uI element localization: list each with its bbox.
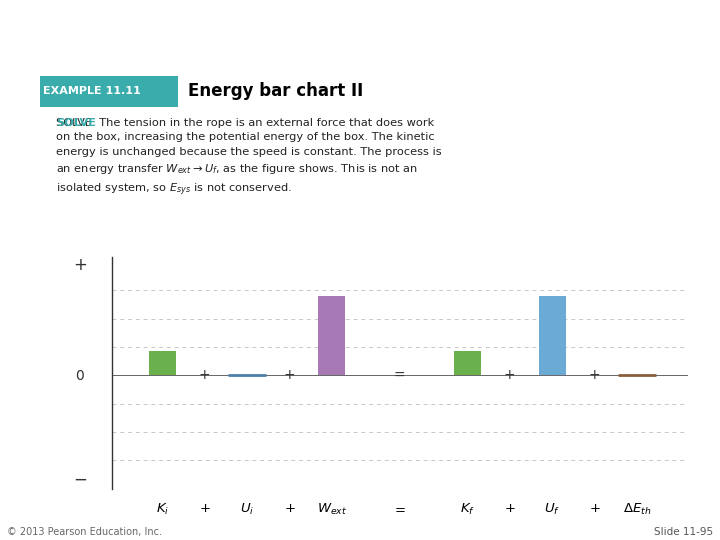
Text: EXAMPLE 11.11: EXAMPLE 11.11 [43, 86, 140, 97]
Text: $K_f$: $K_f$ [460, 502, 475, 517]
Bar [454, 350, 481, 375]
Text: $U_f$: $U_f$ [544, 502, 560, 517]
Bar [318, 296, 346, 375]
Text: SOLVE: SOLVE [56, 118, 96, 128]
Text: $+$: $+$ [504, 502, 516, 515]
Bar [40, 76, 178, 107]
Text: +: + [199, 368, 210, 382]
Bar [149, 350, 176, 375]
Text: $K_i$: $K_i$ [156, 502, 169, 517]
Bar [539, 296, 566, 375]
Text: +: + [504, 368, 516, 382]
Text: Slide 11-95: Slide 11-95 [654, 527, 713, 537]
Text: $+$: $+$ [589, 502, 600, 515]
Text: SOLVE  The tension in the rope is an external force that does work
on the box, i: SOLVE The tension in the rope is an exte… [56, 118, 441, 198]
Text: =: = [394, 368, 405, 382]
Text: $U_i$: $U_i$ [240, 502, 254, 517]
Text: +: + [589, 368, 600, 382]
Text: $W_{ext}$: $W_{ext}$ [317, 502, 347, 517]
Text: $+$: $+$ [199, 502, 210, 515]
Text: $+$: $+$ [284, 502, 295, 515]
Text: Energy bar chart II: Energy bar chart II [188, 83, 363, 100]
Text: © 2013 Pearson Education, Inc.: © 2013 Pearson Education, Inc. [7, 527, 162, 537]
Text: 0: 0 [76, 369, 84, 383]
Text: Example 11. 11 Energy Bar Chart II: Example 11. 11 Energy Bar Chart II [11, 23, 505, 47]
Text: $=$: $=$ [392, 502, 407, 515]
Text: $\Delta E_{th}$: $\Delta E_{th}$ [623, 502, 651, 517]
Text: +: + [73, 256, 87, 274]
Text: −: − [73, 471, 87, 489]
Text: +: + [284, 368, 295, 382]
